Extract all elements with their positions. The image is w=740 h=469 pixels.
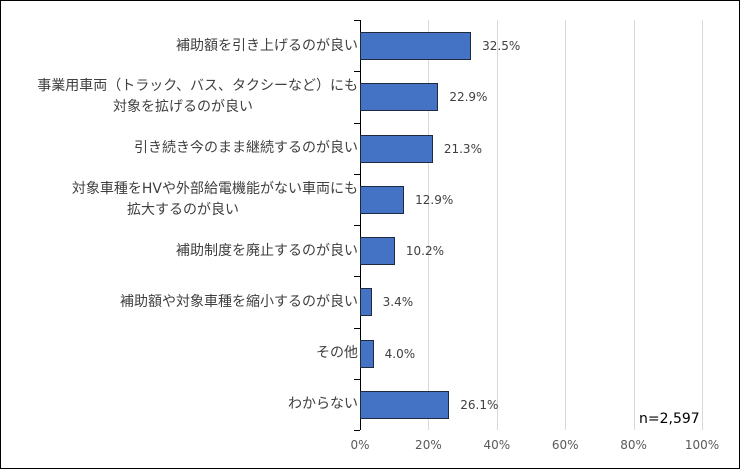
value-label: 4.0% xyxy=(384,346,416,361)
category-label: わからない xyxy=(8,394,358,415)
x-tick-label: 0% xyxy=(350,438,370,452)
category-label-line: 拡大するのが良い xyxy=(127,201,239,218)
y-tick xyxy=(354,378,360,380)
y-tick xyxy=(354,20,360,21)
category-label: 補助額や対象車種を縮小するのが良い xyxy=(8,292,358,313)
x-tick-label: 40% xyxy=(483,438,511,452)
category-label-line: 引き続き今のまま継続するのが良い xyxy=(134,140,358,156)
bar xyxy=(360,134,433,163)
bar xyxy=(360,237,395,265)
y-axis xyxy=(360,20,361,430)
value-label: 26.1% xyxy=(460,397,499,412)
x-tick-label: 20% xyxy=(415,438,442,452)
y-tick xyxy=(354,327,360,329)
bar xyxy=(360,339,374,368)
category-label: その他 xyxy=(8,343,358,364)
category-label-line: 補助制度を廃止するのが良い xyxy=(176,242,358,259)
bar xyxy=(360,32,472,60)
y-tick xyxy=(354,430,360,431)
category-label-line: わからない xyxy=(288,396,358,413)
gridline xyxy=(702,20,703,430)
value-label: 22.9% xyxy=(449,90,488,105)
category-label-line: 補助額や対象車種を縮小するのが良い xyxy=(120,293,358,310)
y-tick xyxy=(354,173,360,175)
gridline xyxy=(565,20,567,430)
y-tick xyxy=(354,71,360,73)
x-tick-label: 60% xyxy=(551,438,579,452)
category-label-line: 事業用車両（トラック、バス、タクシーなど）にも xyxy=(37,78,358,95)
bar xyxy=(360,185,405,214)
gridline xyxy=(428,20,430,430)
x-tick-label: 80% xyxy=(620,438,647,452)
category-label: 補助額を引き上げるのが良い xyxy=(8,36,358,57)
plot-area xyxy=(360,20,703,430)
category-label-line: 対象を拡げるのが良い xyxy=(113,99,253,116)
bar xyxy=(360,288,372,317)
bar xyxy=(360,83,439,112)
category-label-line: その他 xyxy=(316,345,358,361)
y-tick xyxy=(354,225,360,226)
category-label: 補助制度を廃止するのが良い xyxy=(8,241,358,262)
gridline xyxy=(633,20,635,430)
x-tick-label: 100% xyxy=(684,438,720,452)
value-label: 10.2% xyxy=(405,244,444,258)
category-label: 引き続き今のまま継続するのが良い xyxy=(8,138,358,159)
category-label-line: 対象車種をHVや外部給電機能がない車両にも xyxy=(71,180,358,197)
gridline xyxy=(496,20,498,430)
value-label: 3.4% xyxy=(382,295,414,310)
bar xyxy=(360,390,450,419)
y-tick xyxy=(354,276,360,278)
y-tick xyxy=(354,122,360,124)
category-label: 対象車種をHVや外部給電機能がない車両にも拡大するのが良い xyxy=(8,179,358,221)
category-label-line: 補助額を引き上げるのが良い xyxy=(176,37,358,54)
value-label: 21.3% xyxy=(443,141,482,156)
category-label: 事業用車両（トラック、バス、タクシーなど）にも対象を拡げるのが良い xyxy=(8,76,358,118)
value-label: 12.9% xyxy=(415,192,454,207)
sample-size-note: n=2,597 xyxy=(637,411,702,427)
value-label: 32.5% xyxy=(482,39,521,53)
